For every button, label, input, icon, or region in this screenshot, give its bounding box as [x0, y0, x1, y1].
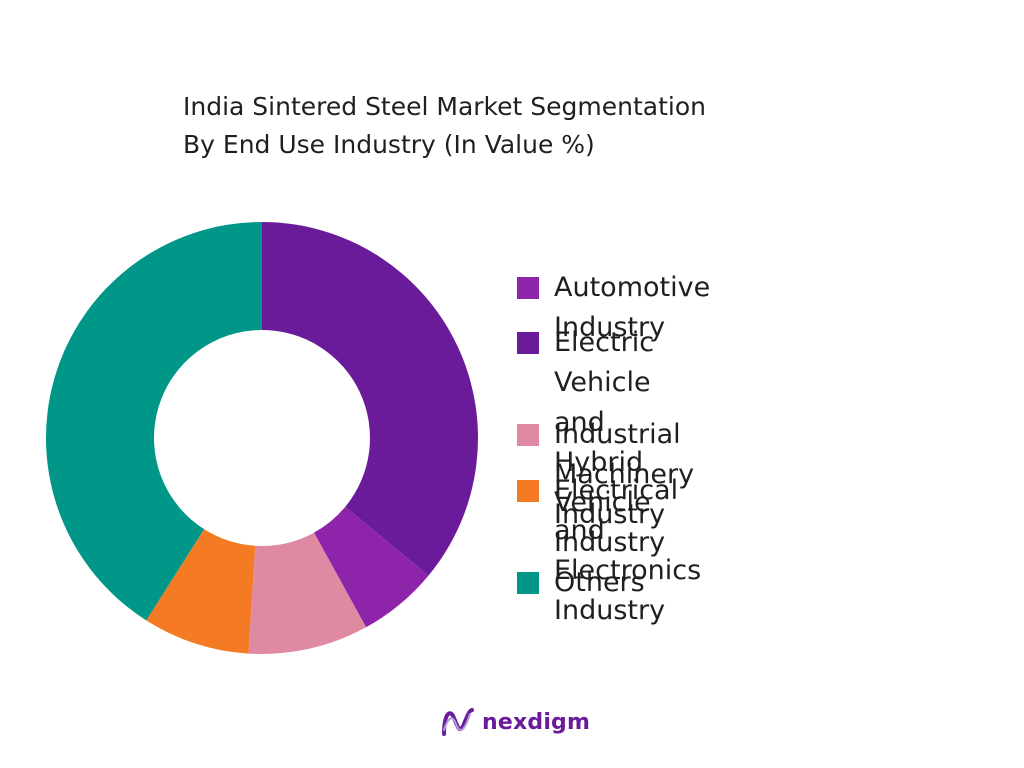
nexdigm-logo: nexdigm: [440, 704, 590, 740]
chart-title-line-1: India Sintered Steel Market Segmentation: [183, 92, 706, 121]
donut-slice-3: [146, 529, 256, 654]
nexdigm-logo-text: nexdigm: [482, 709, 591, 735]
legend-item: Automotive Industry: [517, 268, 710, 348]
legend-item: Electrical and Electronics Industry: [517, 471, 701, 631]
legend-swatch: [517, 277, 539, 299]
legend-swatch: [517, 424, 539, 446]
donut-slice-4: [46, 222, 262, 621]
chart-title: India Sintered Steel Market Segmentation…: [183, 88, 706, 164]
legend-swatch: [517, 480, 539, 502]
legend-item: Industrial Machinery Industry: [517, 415, 694, 535]
legend-label: Others: [554, 567, 645, 598]
legend-item: Others: [517, 563, 645, 603]
legend-swatch: [517, 332, 539, 354]
chart-title-line-2: By End Use Industry (In Value %): [183, 130, 595, 159]
donut-slice-0: [262, 222, 479, 576]
donut-slice-2: [248, 532, 367, 654]
legend-label: Electric Vehicle and Hybrid Vehicle Indu…: [554, 327, 666, 558]
donut-slice-1: [314, 506, 429, 628]
legend-label: Automotive Industry: [554, 272, 711, 343]
legend-item: Electric Vehicle and Hybrid Vehicle Indu…: [517, 323, 665, 563]
nexdigm-logo-icon: [442, 708, 474, 736]
legend-swatch: [517, 572, 539, 594]
legend-label: Industrial Machinery Industry: [554, 419, 695, 530]
legend-label: Electrical and Electronics Industry: [554, 475, 702, 626]
